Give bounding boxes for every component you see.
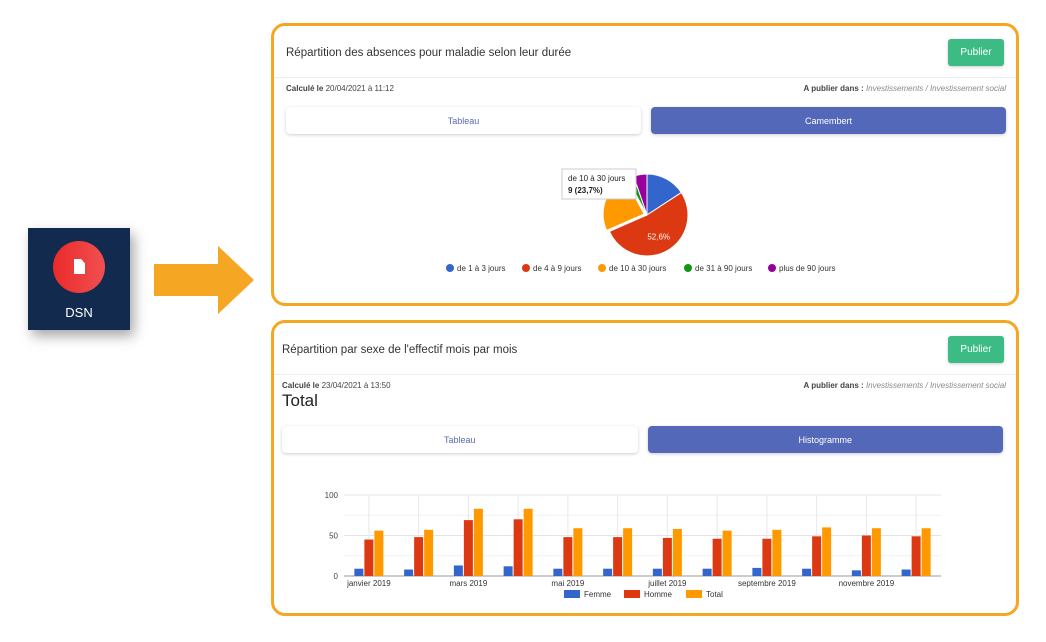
bar-total — [672, 529, 682, 576]
bar-total — [573, 528, 583, 576]
tooltip: de 10 à 30 jours 9 (23,7%) — [561, 168, 637, 200]
publish-button[interactable]: Publier — [948, 336, 1004, 363]
bar-femme — [404, 569, 414, 576]
tab-tableau[interactable]: Tableau — [286, 107, 641, 134]
bar-homme — [861, 535, 871, 576]
bar-total — [772, 529, 782, 576]
x-tick-label: janvier 2019 — [346, 579, 391, 588]
arrow-right-icon — [154, 246, 254, 314]
calc-label: Calculé le — [282, 381, 320, 390]
effectif-card: Répartition par sexe de l'effectif mois … — [271, 320, 1019, 616]
tab-histogramme[interactable]: Histogramme — [647, 426, 1003, 453]
x-tick-label: mars 2019 — [449, 579, 487, 588]
y-tick-label: 0 — [334, 572, 339, 581]
legend-label: Homme — [644, 590, 673, 599]
tooltip-value: 9 (23,7%) — [568, 186, 603, 195]
bar-homme — [613, 537, 623, 576]
legend-marker — [768, 264, 776, 272]
pie-slice — [608, 191, 689, 257]
x-tick-label: mai 2019 — [551, 579, 584, 588]
publish-in-label: A publier dans : — [803, 84, 864, 93]
bar-total — [473, 508, 483, 576]
bar-total — [523, 508, 533, 576]
tab-tableau[interactable]: Tableau — [282, 426, 638, 453]
card-title: Répartition par sexe de l'effectif mois … — [282, 344, 518, 356]
legend-marker — [684, 264, 692, 272]
absences-card: Répartition des absences pour maladie se… — [271, 23, 1019, 306]
bar-homme — [762, 538, 772, 576]
legend-marker — [686, 590, 702, 598]
bar-homme — [513, 519, 523, 576]
bar-femme — [802, 568, 812, 576]
y-tick-label: 100 — [325, 491, 339, 500]
bar-femme — [453, 565, 463, 576]
bar-homme — [812, 536, 822, 576]
legend-marker — [598, 264, 606, 272]
legend-marker — [624, 590, 640, 598]
legend-label: de 1 à 3 jours — [457, 264, 505, 273]
bar-homme — [414, 537, 424, 576]
bar-homme — [463, 520, 473, 576]
bar-homme — [911, 536, 921, 576]
bar-femme — [702, 568, 712, 576]
bar-femme — [553, 568, 563, 576]
legend-label: de 10 à 30 jours — [609, 264, 666, 273]
dsn-label: DSN — [65, 305, 93, 320]
tab-camembert[interactable]: Camembert — [651, 107, 1006, 134]
legend-marker — [564, 590, 580, 598]
bar-femme — [851, 570, 861, 576]
bar-femme — [901, 569, 911, 576]
bar-homme — [712, 538, 722, 576]
bar-femme — [354, 568, 364, 576]
x-tick-label: novembre 2019 — [839, 579, 895, 588]
bar-femme — [652, 568, 662, 576]
pie-chart: 52,6% de 10 à 30 jours 9 (23,7%) de 1 à 3 j… — [446, 168, 835, 273]
bar-total — [722, 530, 732, 576]
calc-date: 23/04/2021 à 13:50 — [321, 381, 391, 390]
dsn-tile[interactable]: DSN — [28, 228, 130, 330]
legend-label: plus de 90 jours — [779, 264, 835, 273]
bar-homme — [563, 537, 573, 576]
slice-label: 52,6% — [647, 233, 670, 242]
bar-femme — [752, 567, 762, 576]
legend-marker — [446, 264, 454, 272]
bar-femme — [503, 566, 513, 576]
bar-total — [921, 528, 931, 576]
bar-homme — [662, 537, 672, 576]
x-tick-label: juillet 2019 — [647, 579, 687, 588]
tooltip-title: de 10 à 30 jours — [568, 174, 625, 183]
calc-label: Calculé le — [286, 84, 324, 93]
dsn-icon-circle — [53, 241, 105, 293]
legend-marker — [522, 264, 530, 272]
y-tick-label: 50 — [329, 532, 338, 541]
bar-total — [822, 527, 832, 576]
section-heading: Total — [282, 391, 318, 410]
bar-chart: 0 50 100 janvier 2019 mars 2019 mai 2019 juill… — [325, 491, 941, 599]
x-tick-label: septembre 2019 — [738, 579, 796, 588]
publish-in-label: A publier dans : — [803, 381, 864, 390]
legend-label: de 4 à 9 jours — [533, 264, 581, 273]
legend-label: Total — [706, 590, 723, 599]
bar-total — [424, 529, 434, 576]
bar-homme — [364, 539, 374, 576]
publish-in-value: Investissements / Investissement social — [865, 381, 1006, 390]
legend-label: de 31 à 90 jours — [695, 264, 752, 273]
tooltip-box — [561, 168, 637, 200]
legend-label: Femme — [584, 590, 612, 599]
bar-total — [871, 528, 881, 576]
bar-total — [623, 528, 633, 576]
document-icon — [74, 259, 85, 274]
calc-date: 20/04/2021 à 11:12 — [325, 84, 394, 93]
bar-femme — [603, 568, 613, 576]
publish-in-value: Investissements / Investissement social — [865, 84, 1006, 93]
bar-total — [374, 530, 384, 576]
publish-button[interactable]: Publier — [948, 39, 1004, 66]
card-title: Répartition des absences pour maladie se… — [286, 47, 572, 59]
